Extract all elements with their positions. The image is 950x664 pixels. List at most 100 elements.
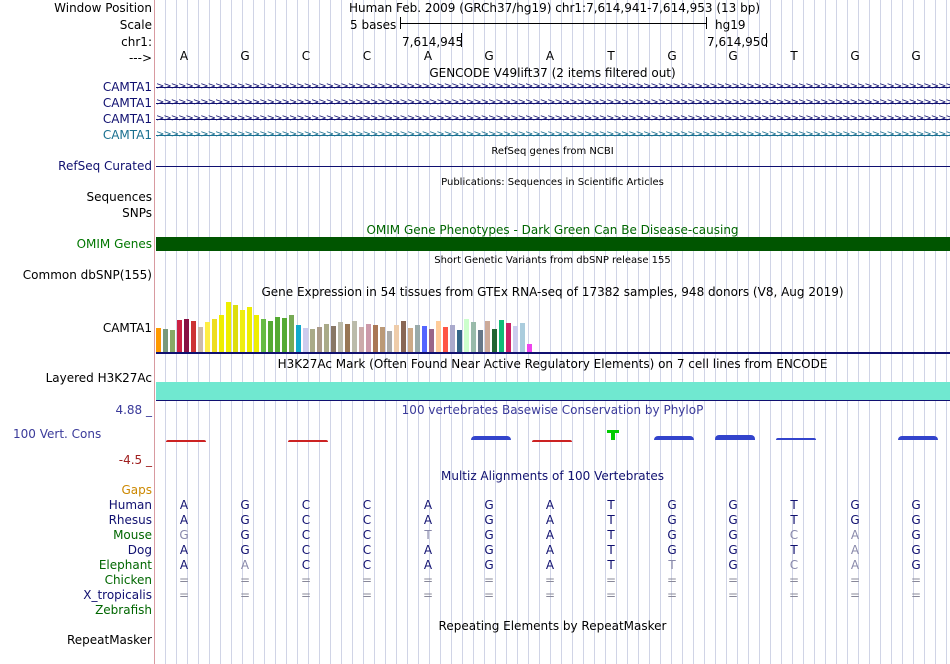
gtex-tissue-bar[interactable] (310, 329, 315, 352)
gtex-tissue-bar[interactable] (268, 321, 273, 352)
sequences-track-label[interactable]: Sequences (86, 190, 152, 204)
gtex-tissue-bar[interactable] (366, 324, 371, 352)
gtex-tissue-bar[interactable] (177, 320, 182, 352)
gtex-tissue-bar[interactable] (401, 321, 406, 352)
gencode-item-label[interactable]: CAMTA1 (102, 128, 152, 142)
gtex-tissue-bar[interactable] (387, 331, 392, 352)
species-label[interactable]: Elephant (98, 558, 152, 572)
gtex-tissue-bar[interactable] (338, 322, 343, 352)
gtex-tissue-bar[interactable] (520, 323, 525, 352)
gtex-tissue-bar[interactable] (492, 329, 497, 352)
gencode-intron-line[interactable] (156, 135, 950, 136)
h3k27ac-track-label[interactable]: Layered H3K27Ac (45, 371, 152, 385)
gencode-intron-line[interactable] (156, 119, 950, 120)
species-label[interactable]: Rhesus (108, 513, 152, 527)
phylop-score-mark[interactable] (776, 438, 816, 440)
gtex-tissue-bar[interactable] (212, 319, 217, 352)
phylop-track-label[interactable]: 100 Vert. Cons (13, 427, 102, 441)
gencode-intron-line[interactable] (156, 103, 950, 104)
gtex-tissue-bar[interactable] (219, 315, 224, 352)
gtex-tissue-bar[interactable] (254, 315, 259, 352)
phylop-score-mark[interactable] (898, 436, 938, 440)
snps-track-label[interactable]: SNPs (122, 206, 152, 220)
gtex-tissue-bar[interactable] (478, 330, 483, 352)
gtex-tissue-bar[interactable] (296, 325, 301, 352)
omim-feature-bar[interactable] (156, 237, 950, 251)
refseq-track-label[interactable]: RefSeq Curated (58, 159, 152, 173)
gtex-tissue-bar[interactable] (345, 324, 350, 352)
h3k27ac-signal[interactable] (156, 382, 950, 400)
gtex-tissue-bar[interactable] (191, 321, 196, 352)
species-label[interactable]: Dog (127, 543, 152, 557)
alignment-base: G (484, 513, 494, 527)
gtex-tissue-bar[interactable] (324, 324, 329, 352)
gtex-tissue-bar[interactable] (359, 327, 364, 352)
alignment-base: C (301, 528, 311, 542)
gtex-tissue-bar[interactable] (415, 325, 420, 352)
gtex-tissue-bar[interactable] (240, 310, 245, 352)
phylop-score-mark[interactable] (611, 432, 615, 440)
gtex-tissue-bar[interactable] (422, 326, 427, 352)
gtex-tissue-bar[interactable] (527, 344, 532, 352)
gtex-tissue-bar[interactable] (156, 328, 161, 352)
omim-track-label[interactable]: OMIM Genes (76, 237, 152, 251)
gtex-tissue-bar[interactable] (429, 329, 434, 352)
species-label[interactable]: Chicken (104, 573, 152, 587)
refseq-gene-line[interactable] (156, 166, 950, 167)
phylop-score-mark[interactable] (288, 440, 328, 442)
gtex-tissue-bar[interactable] (247, 307, 252, 352)
gtex-tissue-bar[interactable] (436, 321, 441, 352)
gtex-tissue-bar[interactable] (331, 326, 336, 352)
phylop-score-mark[interactable] (532, 440, 572, 442)
gtex-tissue-bar[interactable] (352, 321, 357, 352)
phylop-score-mark[interactable] (166, 440, 206, 442)
alignment-base: C (301, 558, 311, 572)
gtex-tissue-bar[interactable] (380, 327, 385, 352)
gencode-intron-line[interactable] (156, 87, 950, 88)
gtex-tissue-bar[interactable] (317, 327, 322, 352)
phylop-score-mark[interactable] (715, 435, 755, 440)
alignment-base: = (727, 573, 739, 587)
gtex-tissue-bar[interactable] (408, 328, 413, 352)
gencode-item-label[interactable]: CAMTA1 (102, 96, 152, 110)
gtex-tissue-bar[interactable] (373, 325, 378, 352)
species-label[interactable]: X_tropicalis (83, 588, 152, 602)
gtex-tissue-bar[interactable] (450, 325, 455, 352)
gtex-tissue-bar[interactable] (471, 322, 476, 352)
gtex-tissue-bar[interactable] (205, 322, 210, 352)
gtex-tissue-bar[interactable] (499, 320, 504, 352)
phylop-score-mark[interactable] (654, 436, 694, 440)
species-label[interactable]: Mouse (113, 528, 152, 542)
gtex-tissue-bar[interactable] (261, 319, 266, 352)
gtex-tissue-bar[interactable] (394, 325, 399, 352)
gtex-tissue-bar[interactable] (303, 328, 308, 352)
gtex-tissue-bar[interactable] (198, 327, 203, 352)
gtex-tissue-bar[interactable] (289, 315, 294, 352)
gtex-tissue-bar[interactable] (163, 329, 168, 352)
gtex-tissue-bar[interactable] (443, 327, 448, 352)
species-label[interactable]: Human (108, 498, 152, 512)
dbsnp-track-label[interactable]: Common dbSNP(155) (22, 268, 152, 282)
gencode-item-label[interactable]: CAMTA1 (102, 112, 152, 126)
gtex-tissue-bar[interactable] (457, 330, 462, 352)
gtex-bar-chart[interactable] (156, 300, 950, 352)
gtex-tissue-bar[interactable] (226, 302, 231, 352)
gencode-strand-arrows: >>>>>>>>>>>>>>>>>>>>>>>>>>>>>>>>>>>>>>>>… (156, 129, 950, 140)
repeatmasker-track-label[interactable]: RepeatMasker (66, 633, 152, 647)
alignment-base: = (422, 573, 434, 587)
gtex-tissue-bar[interactable] (506, 323, 511, 352)
gtex-tissue-bar[interactable] (275, 317, 280, 352)
gtex-tissue-bar[interactable] (513, 326, 518, 352)
gtex-gene-label[interactable]: CAMTA1 (102, 321, 152, 335)
gencode-item-label[interactable]: CAMTA1 (102, 80, 152, 94)
phylop-score-mark[interactable] (471, 436, 511, 440)
alignment-base: G (484, 558, 494, 572)
species-label[interactable]: Zebrafish (95, 603, 152, 617)
phylop-score-mark[interactable] (607, 430, 619, 433)
gtex-tissue-bar[interactable] (464, 319, 469, 352)
gtex-tissue-bar[interactable] (170, 330, 175, 352)
gtex-tissue-bar[interactable] (184, 319, 189, 352)
gtex-tissue-bar[interactable] (282, 318, 287, 352)
gtex-tissue-bar[interactable] (233, 305, 238, 352)
gtex-tissue-bar[interactable] (485, 321, 490, 352)
